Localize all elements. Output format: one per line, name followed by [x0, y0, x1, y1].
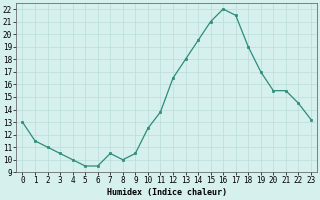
- X-axis label: Humidex (Indice chaleur): Humidex (Indice chaleur): [107, 188, 227, 197]
